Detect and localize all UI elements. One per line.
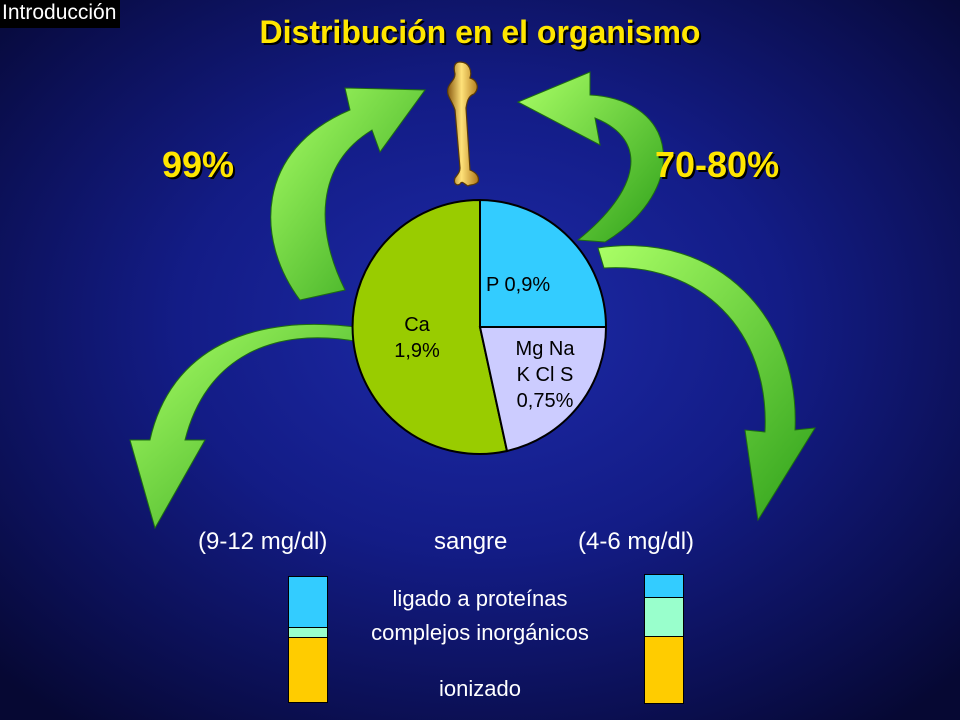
blood-label: sangre: [434, 528, 508, 555]
pie-label-p: P 0,9%: [486, 274, 551, 296]
bar-seg-complex: [289, 628, 327, 638]
others-value: 0,75%: [516, 390, 574, 412]
bone-percentage-p: 70-80%: [655, 144, 780, 185]
bar-seg-protein: [645, 575, 683, 598]
blood-range-ca: (9-12 mg/dl): [198, 528, 328, 555]
pie-label-ca: Ca 1,9%: [372, 312, 462, 364]
arrow-down-right: [597, 245, 816, 522]
bar-seg-ionized: [645, 637, 683, 703]
slide-title: Distribución en el organismo: [259, 14, 701, 50]
bone-percentage-ca: 99%: [162, 144, 235, 185]
ca-value: 1,9%: [394, 340, 440, 362]
pie-slice-p: [479, 198, 608, 328]
arrow-up-left: [270, 87, 426, 301]
blood-range-p: (4-6 mg/dl): [578, 528, 695, 555]
others-line-1: Mg Na: [515, 338, 575, 360]
others-line-2: K Cl S: [516, 364, 574, 386]
bar-seg-complex: [645, 598, 683, 637]
arrow-up-right: [516, 71, 664, 243]
legend-protein-bound: ligado a proteínas: [392, 586, 568, 611]
composition-pie: [351, 198, 608, 455]
ca-label: Ca: [404, 314, 430, 336]
bar-seg-ionized: [289, 638, 327, 702]
legend-ionized: ionizado: [439, 676, 521, 701]
arrow-down-left: [129, 323, 363, 530]
pie-slice-ca: [351, 198, 509, 455]
fraction-bar-p: [644, 574, 684, 704]
pie-label-others: Mg Na K Cl S 0,75%: [490, 336, 600, 414]
bar-seg-protein: [289, 577, 327, 628]
pie-slice-others: [478, 326, 608, 453]
bone-icon: [447, 61, 480, 187]
section-tag: Introducción: [0, 0, 121, 28]
legend-inorganic-complexes: complejos inorgánicos: [371, 620, 589, 645]
fraction-bar-ca: [288, 576, 328, 703]
